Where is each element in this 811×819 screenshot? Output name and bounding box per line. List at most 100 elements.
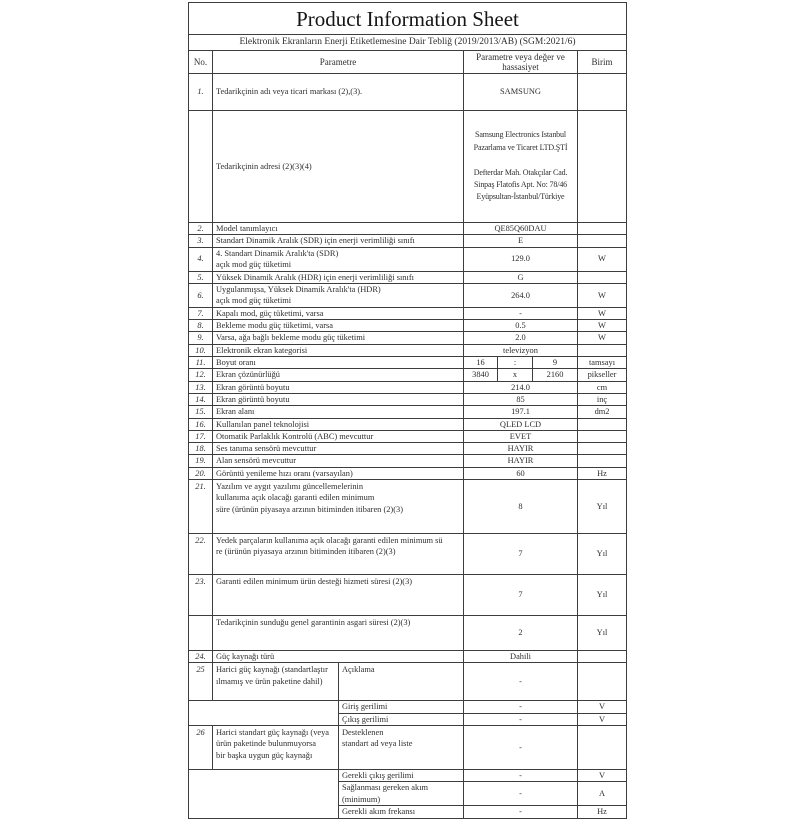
value-cell: QE85Q60DAU	[463, 221, 578, 236]
table-row: 26 Harici standart güç kaynağı (veya ürü…	[188, 724, 628, 770]
param-cell: Varsa, ağa bağlı bekleme modu güç tüketi…	[212, 331, 464, 345]
empty-cell	[188, 700, 339, 726]
unit-cell: tamsayı	[576, 356, 628, 370]
value-cell: -	[463, 306, 578, 321]
table-row: 1. Tedarikçinin adı veya ticari markası …	[188, 73, 628, 111]
unit-cell	[576, 724, 628, 770]
param-cell: Tedarikçinin adı veya ticari markası (2)…	[212, 73, 464, 111]
param-cell: Ekran alanı	[212, 405, 464, 419]
value-cell: 2.0	[463, 331, 578, 345]
param-cell: Yüksek Dinamik Aralık (HDR) için enerji …	[212, 270, 464, 284]
row-no: 17.	[188, 429, 213, 444]
unit-cell	[576, 73, 628, 111]
table-row: 12. Ekran çözünürlüğü 3840 x 2160 piksel…	[188, 368, 628, 382]
unit-cell	[576, 234, 628, 248]
unit-cell	[576, 110, 628, 223]
sub-param-cell: Çıkış gerilimi	[338, 712, 464, 726]
value-cell: 7	[463, 574, 578, 617]
col-header-parametre: Parametre	[212, 50, 464, 74]
row-no: 24.	[188, 650, 213, 664]
unit-cell: cm	[576, 380, 628, 394]
table-row: 21. Yazılım ve aygıt yazılımı güncelleme…	[188, 479, 628, 535]
row-no: 4.	[188, 246, 213, 272]
param-cell: Kullanılan panel teknolojisi	[212, 417, 464, 431]
row-no: 13.	[188, 380, 213, 394]
unit-cell: V	[576, 700, 628, 714]
table-row: 7. Kapalı mod, güç tüketimi, varsa - W	[188, 306, 628, 321]
sheet-title: Product Information Sheet	[187, 2, 628, 35]
param-cell: 4. Standart Dinamik Aralık'ta (SDR) açık…	[212, 246, 464, 272]
unit-cell: Yıl	[576, 479, 628, 535]
value-cell: HAYIR	[463, 442, 578, 456]
unit-cell: W	[576, 319, 628, 333]
row-no: 10.	[188, 343, 213, 358]
row-no: 25	[188, 662, 213, 702]
row-no: 20.	[188, 466, 213, 481]
value-cell: E	[463, 234, 578, 248]
col-header-no: No.	[188, 50, 213, 74]
unit-cell: W	[576, 246, 628, 272]
table-row: Giriş gerilimi - V	[188, 700, 628, 726]
resolution-width-cell: 3840	[463, 368, 498, 382]
unit-cell: Hz	[576, 466, 628, 481]
table-row: 18. Ses tanıma sensörü mevcuttur HAYIR	[188, 442, 628, 456]
value-cell: QLED LCD	[463, 417, 578, 431]
unit-cell	[576, 662, 628, 702]
row-no: 6.	[188, 282, 213, 308]
table-row: 22. Yedek parçaların kullanıma açık olac…	[188, 533, 628, 576]
table-row: 23. Garanti edilen minimum ürün desteği …	[188, 574, 628, 617]
param-cell: Ekran görüntü boyutu	[212, 392, 464, 407]
table-row: 24. Güç kaynağı türü Dahili	[188, 650, 628, 664]
unit-cell	[576, 650, 628, 664]
value-cell: 8	[463, 479, 578, 535]
row-no: 11.	[188, 356, 213, 370]
resolution-height-cell: 2160	[532, 368, 578, 382]
table-row: 6. Uygulanmışsa, Yüksek Dinamik Aralık't…	[188, 282, 628, 308]
param-cell: Elektronik ekran kategorisi	[212, 343, 464, 358]
sub-param-cell: Gerekli akım frekansı	[338, 804, 464, 819]
table-row: Çıkış gerilimi - V	[189, 712, 628, 726]
value-cell: G	[463, 270, 578, 284]
param-cell: Yedek parçaların kullanıma açık olacağı …	[212, 533, 464, 576]
value-cell: -	[463, 724, 578, 770]
value-cell: -	[463, 781, 578, 806]
table-row: 14. Ekran görüntü boyutu 85 inç	[188, 392, 628, 407]
product-info-table: Product Information Sheet Elektronik Ekr…	[187, 2, 628, 819]
aspect-ratio-separator-cell: :	[497, 356, 533, 370]
value-cell: 214.0	[463, 380, 578, 394]
row-no: 8.	[188, 319, 213, 333]
value-cell: 0.5	[463, 319, 578, 333]
unit-cell	[576, 429, 628, 444]
param-cell: Yazılım ve aygıt yazılımı güncellemeleri…	[212, 479, 464, 535]
value-cell: EVET	[463, 429, 578, 444]
resolution-separator-cell: x	[497, 368, 533, 382]
table-row: 8. Bekleme modu güç tüketimi, varsa 0.5 …	[188, 319, 628, 333]
col-header-value: Parametre veya değer ve hassasiyet	[463, 50, 578, 74]
unit-cell: pikseller	[576, 368, 628, 382]
row-no: 15.	[188, 405, 213, 419]
table-row: 16. Kullanılan panel teknolojisi QLED LC…	[188, 417, 628, 431]
row-no	[188, 615, 213, 652]
value-cell: 85	[463, 392, 578, 407]
param-cell: Görüntü yenileme hızı oranı (varsayılan)	[212, 466, 464, 481]
row-no: 2.	[188, 221, 213, 236]
sub-param-cell: Gerekli çıkış gerilimi	[338, 768, 464, 783]
param-cell: Harici standart güç kaynağı (veya ürün p…	[212, 724, 339, 770]
param-cell: Uygulanmışsa, Yüksek Dinamik Aralık'ta (…	[212, 282, 464, 308]
row-no: 22.	[188, 533, 213, 576]
table-row: Tedarikçinin sunduğu genel garantinin as…	[188, 615, 628, 652]
table-row: 9. Varsa, ağa bağlı bekleme modu güç tük…	[188, 331, 628, 345]
row-no: 18.	[188, 442, 213, 456]
value-cell: 60	[463, 466, 578, 481]
table-row: 2. Model tanımlayıcı QE85Q60DAU	[188, 221, 628, 236]
param-cell: Ses tanıma sensörü mevcuttur	[212, 442, 464, 456]
value-cell: -	[463, 804, 578, 819]
aspect-ratio-width-cell: 16	[463, 356, 498, 370]
param-cell: Güç kaynağı türü	[212, 650, 464, 664]
table-row: Tedarikçinin adresi (2)(3)(4) Samsung El…	[188, 110, 628, 223]
row-no: 12.	[188, 368, 213, 382]
table-row: 25 Harici güç kaynağı (standartlaştır ıl…	[188, 662, 628, 702]
table-row: Gerekli çıkış gerilimi - V	[188, 768, 628, 819]
table-row: 3. Standart Dinamik Aralık (SDR) için en…	[188, 234, 628, 248]
sub-param-cell: Sağlanması gereken akım (minimum)	[338, 781, 464, 806]
